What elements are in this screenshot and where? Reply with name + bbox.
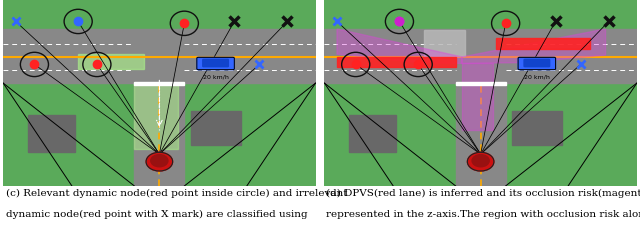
Bar (349, 115, 396, 153)
Ellipse shape (146, 153, 173, 171)
Bar (78, 55, 144, 70)
Bar (134, 84, 178, 149)
Text: 20 km/h: 20 km/h (524, 74, 550, 79)
Ellipse shape (472, 155, 489, 167)
Polygon shape (337, 30, 462, 64)
Text: dynamic node(red point with X mark) are classified using: dynamic node(red point with X mark) are … (6, 209, 308, 218)
Bar (512, 112, 562, 145)
Bar (456, 84, 506, 186)
FancyBboxPatch shape (203, 60, 228, 67)
FancyBboxPatch shape (197, 58, 234, 70)
Bar (134, 83, 184, 86)
Text: (c) Relevant dynamic node(red point inside circle) and irrelevant: (c) Relevant dynamic node(red point insi… (6, 188, 348, 197)
Text: (d) DPVS(red lane) is inferred and its occlusion risk(magenta) is: (d) DPVS(red lane) is inferred and its o… (326, 188, 640, 197)
Bar (324, 30, 637, 84)
Bar (456, 83, 506, 86)
Bar (28, 115, 75, 153)
Bar (191, 112, 241, 145)
Text: represented in the z-axis.The region with occlusion risk along the: represented in the z-axis.The region wit… (326, 209, 640, 217)
Bar (424, 31, 465, 57)
FancyBboxPatch shape (518, 58, 556, 70)
Text: 20 km/h: 20 km/h (203, 74, 228, 79)
Ellipse shape (151, 155, 168, 167)
FancyBboxPatch shape (524, 60, 550, 67)
Bar (3, 30, 316, 84)
Bar (462, 63, 493, 130)
Polygon shape (462, 30, 605, 64)
Ellipse shape (467, 153, 494, 171)
Bar (496, 39, 590, 50)
Bar (134, 84, 184, 186)
Bar (337, 58, 456, 68)
